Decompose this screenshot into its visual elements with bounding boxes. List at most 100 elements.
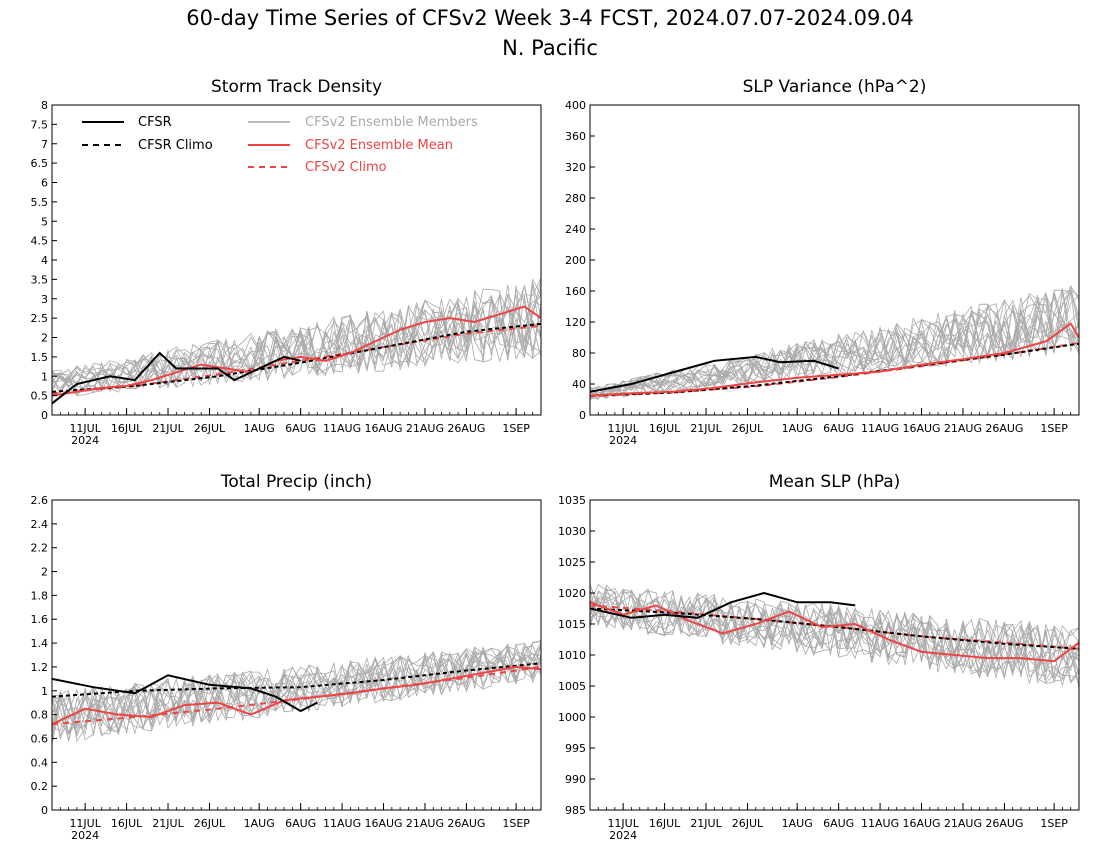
series-cfsr-climo: [590, 342, 1079, 397]
ensemble-member-line: [590, 292, 1079, 401]
y-tick-label: 280: [565, 192, 586, 205]
y-tick-label: 1025: [558, 556, 586, 569]
x-tick-label: 21JUL: [690, 422, 722, 435]
ensemble-member-line: [590, 589, 1079, 684]
x-tick-label: 16AUG: [902, 422, 940, 435]
series-cfsr-climo: [590, 607, 1079, 650]
legend-label-cfsr-climo: CFSR Climo: [138, 138, 213, 153]
panel-slp-variance: SLP Variance (hPa^2) 0 40 80 120 160 200 240 280…: [565, 77, 1080, 447]
ensemble-member-line: [52, 282, 541, 392]
y-tick-label: 400: [565, 99, 586, 112]
y-tick-label: 1000: [558, 711, 586, 724]
plot-frame: [51, 499, 542, 811]
y-tick-label: 2: [41, 566, 48, 579]
y-tick-label: 4.5: [31, 235, 49, 248]
series-cfsv2-ensemble-mean: [52, 665, 541, 726]
y-tick-label: 2: [41, 332, 48, 345]
x-tick-label: 11AUG: [861, 817, 899, 830]
x-tick-label: 21JUL: [152, 422, 184, 435]
ensemble-member-line: [590, 590, 1079, 679]
x-year-label: 2024: [609, 434, 637, 447]
ensemble-member-line: [52, 644, 541, 745]
y-tick-label: 240: [565, 223, 586, 236]
panel-title: Total Precip (inch): [220, 472, 372, 492]
ensemble-member-line: [52, 641, 541, 742]
y-tick-label: 0: [579, 409, 586, 422]
x-year-label: 2024: [609, 829, 637, 842]
ensemble-member-line: [52, 295, 541, 397]
x-tick-label: 21AUG: [406, 817, 444, 830]
y-tick-label: 120: [565, 316, 586, 329]
series-cfsv2-ensemble-mean: [590, 322, 1079, 397]
y-tick-label: 1005: [558, 680, 586, 693]
y-tick-label: 2.6: [31, 494, 49, 507]
x-tick-label: 11AUG: [861, 422, 899, 435]
y-tick-label: 5.5: [31, 196, 49, 209]
x-tick-label: 16AUG: [902, 817, 940, 830]
plot-area: [52, 640, 541, 745]
x-tick-label: 16AUG: [364, 817, 402, 830]
y-tick-label: 6: [41, 177, 48, 190]
y-tick-label: 0: [41, 804, 48, 817]
x-tick-label: 16JUL: [649, 817, 681, 830]
x-year-label: 2024: [71, 829, 99, 842]
x-tick-label: 16JUL: [111, 817, 143, 830]
y-tick-label: 3.5: [31, 273, 49, 286]
x-tick-label: 26AUG: [447, 422, 485, 435]
x-tick-label: 21JUL: [152, 817, 184, 830]
y-tick-label: 0: [41, 409, 48, 422]
x-tick-label: 26AUG: [447, 817, 485, 830]
x-tick-label: 6AUG: [285, 422, 316, 435]
x-tick-label: 26JUL: [194, 422, 226, 435]
y-tick-label: 0.5: [31, 390, 49, 403]
series-cfsr: [590, 591, 856, 619]
x-tick-label: 26AUG: [985, 422, 1023, 435]
y-tick-label: 1.4: [31, 637, 49, 650]
y-tick-label: 0.6: [31, 732, 49, 745]
y-tick-label: 995: [565, 742, 586, 755]
y-tick-label: 8: [41, 99, 48, 112]
x-tick-label: 16JUL: [649, 422, 681, 435]
y-tick-label: 80: [572, 347, 586, 360]
ensemble-member-line: [52, 642, 541, 743]
x-tick-label: 11AUG: [323, 817, 361, 830]
ensemble-members: [590, 583, 1079, 688]
series-cfsr: [52, 351, 301, 405]
x-tick-label: 1SEP: [502, 817, 530, 830]
legend: CFSR CFSR Climo CFSv2 Ensemble Members C…: [82, 115, 478, 175]
ensemble-member-line: [590, 584, 1079, 683]
series-cfsv2-ensemble-mean: [590, 601, 1079, 663]
ensemble-member-line: [590, 584, 1079, 679]
y-tick-label: 200: [565, 254, 586, 267]
y-tick-label: 3: [41, 293, 48, 306]
x-tick-label: 1AUG: [782, 422, 813, 435]
y-tick-label: 1030: [558, 525, 586, 538]
y-tick-label: 1010: [558, 649, 586, 662]
ensemble-member-line: [52, 643, 541, 735]
x-tick-label: 21AUG: [944, 422, 982, 435]
x-tick-label: 11JUL: [607, 817, 639, 830]
panel-mean-slp: Mean SLP (hPa) 985 990 995 1000 1005 1010 1015 1…: [558, 472, 1080, 842]
series-cfsr-climo: [52, 662, 541, 698]
ensemble-member-line: [52, 284, 541, 390]
x-tick-label: 11JUL: [607, 422, 639, 435]
x-tick-label: 26JUL: [194, 817, 226, 830]
x-tick-label: 6AUG: [823, 422, 854, 435]
y-tick-label: 1.5: [31, 351, 49, 364]
panel-title: Mean SLP (hPa): [769, 472, 901, 492]
plot-frame: [589, 499, 1080, 811]
y-tick-label: 160: [565, 285, 586, 298]
x-year-label: 2024: [71, 434, 99, 447]
y-tick-label: 1: [41, 685, 48, 698]
x-tick-label: 26AUG: [985, 817, 1023, 830]
x-tick-label: 11JUL: [69, 817, 101, 830]
plot-frame: [51, 104, 542, 416]
x-tick-label: 1SEP: [1040, 422, 1068, 435]
series-cfsr: [590, 355, 839, 393]
y-tick-label: 1: [41, 370, 48, 383]
x-tick-label: 1SEP: [1040, 817, 1068, 830]
x-tick-label: 1AUG: [782, 817, 813, 830]
legend-label-ens-mean: CFSv2 Ensemble Mean: [305, 138, 453, 153]
x-tick-label: 1AUG: [244, 817, 275, 830]
